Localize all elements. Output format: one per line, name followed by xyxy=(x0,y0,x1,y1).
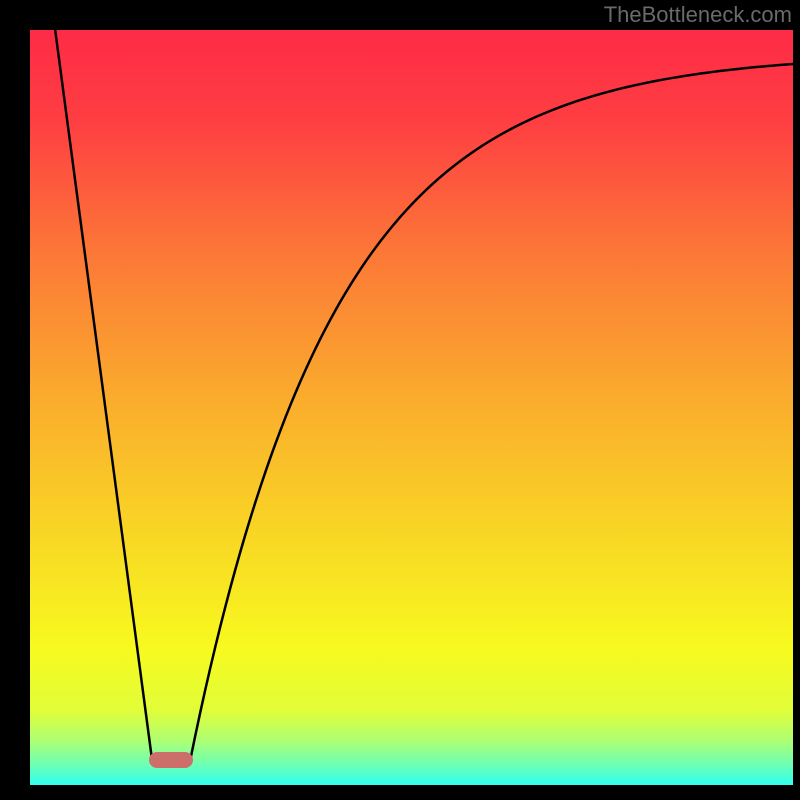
left-descending-line xyxy=(55,30,152,760)
gradient-plot-area xyxy=(30,30,793,785)
watermark-text: TheBottleneck.com xyxy=(604,2,792,28)
curve-layer xyxy=(30,30,793,785)
right-ascending-curve xyxy=(190,64,793,760)
bottleneck-marker xyxy=(149,752,193,768)
